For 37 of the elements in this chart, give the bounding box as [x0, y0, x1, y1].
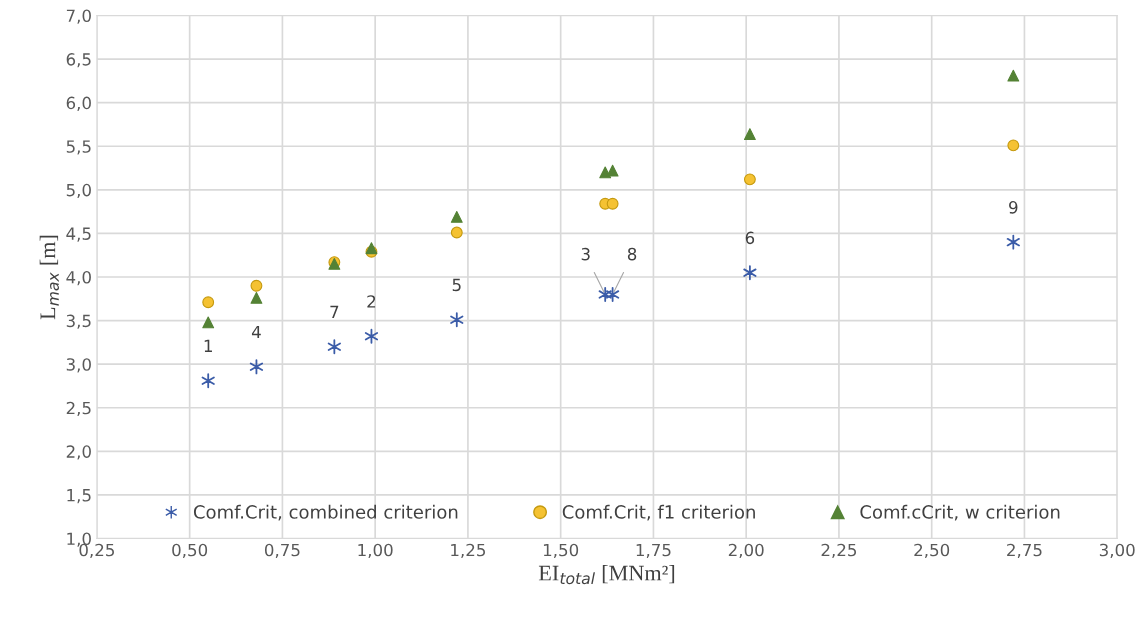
annotation: 6	[745, 231, 755, 245]
x-tick-label: 2,75	[1007, 543, 1042, 558]
legend-label: Comf.Crit, f1 criterion	[562, 504, 755, 521]
y-tick-label: 6,0	[66, 96, 91, 111]
x-tick-label: 0,50	[172, 543, 208, 558]
y-tick-label: 5,5	[66, 140, 91, 155]
x-tick-label: 3,00	[1099, 543, 1135, 558]
x-tick-label: 1,50	[543, 543, 579, 558]
y-tick-label: 3,0	[66, 358, 91, 373]
x-tick-label: 0,75	[264, 543, 300, 558]
annotation: 2	[367, 295, 376, 308]
x-tick-label: 2,25	[821, 543, 857, 558]
y-tick-label: 3,5	[66, 314, 91, 329]
y-tick-label: 5,0	[66, 183, 91, 199]
y-tick-label: 7,0	[66, 9, 91, 24]
x-tick-label: 2,50	[914, 543, 950, 558]
legend-label: Comf.cCrit, w criterion	[860, 504, 1060, 521]
annotation: 9	[1009, 201, 1018, 214]
y-tick-label: 2,0	[66, 445, 91, 460]
annotation: 4	[251, 325, 261, 339]
x-axis-title: EI$_{total}$ [MNm²]	[538, 564, 675, 585]
x-tick-label: 1,75	[636, 543, 671, 558]
y-tick-label: 1,5	[67, 489, 91, 504]
x-tick-label: 1,00	[358, 543, 393, 558]
x-tick-label: 1,25	[451, 543, 486, 558]
annotation: 7	[330, 305, 339, 319]
y-tick-label: 2,5	[66, 401, 91, 417]
annotation: 5	[452, 278, 461, 292]
y-tick-label: 4,5	[66, 227, 91, 242]
annotation: 8	[627, 247, 637, 261]
legend-label: Comf.Crit, combined criterion	[193, 504, 458, 521]
annotation: 3	[581, 247, 590, 261]
y-tick-label: 4,0	[66, 270, 91, 286]
annotation: 1	[204, 339, 212, 353]
y-tick-label: 6,5	[66, 53, 91, 68]
y-axis-title: L$_{max}$ [m]	[39, 235, 59, 320]
x-tick-label: 2,00	[728, 543, 764, 558]
